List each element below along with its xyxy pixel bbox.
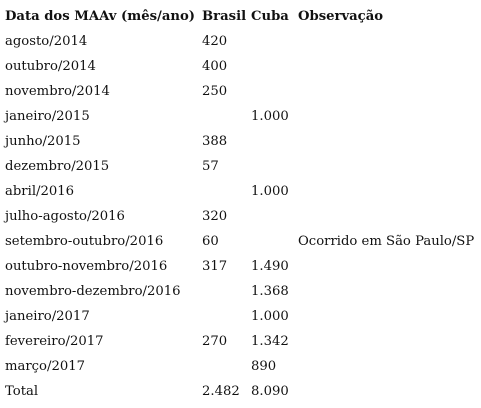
cell-observacao [298,154,481,179]
cell-brasil: 388 [202,134,228,149]
table-row: abril/2016 1.000 [5,179,481,204]
cell-observacao [298,79,481,104]
table-row: outubro-novembro/2016 317 1.490 [5,254,481,279]
table-row: novembro/2014 250 [5,79,481,104]
cell-cuba: 1.368 [251,284,289,299]
cell-date: novembro-dezembro/2016 [5,284,181,299]
cell-cuba [251,54,298,79]
cell-cuba: 890 [251,359,277,374]
table-row: dezembro/2015 57 [5,154,481,179]
cell-cuba: 1.000 [251,109,289,124]
cell-observacao [298,29,481,54]
cell-brasil: 320 [202,209,228,224]
cell-cuba [251,204,298,229]
cell-date: agosto/2014 [5,34,88,49]
total-observacao [298,379,481,404]
header-cuba: Cuba [251,9,289,24]
table-row: março/2017 890 [5,354,481,379]
cell-date: julho-agosto/2016 [5,209,125,224]
cell-date: outubro-novembro/2016 [5,259,168,274]
total-row: Total 2.482 8.090 [5,379,481,404]
cell-cuba [251,129,298,154]
cell-brasil [202,279,251,304]
cell-cuba [251,79,298,104]
cell-brasil: 420 [202,34,228,49]
table-row: janeiro/2017 1.000 [5,304,481,329]
cell-brasil [202,104,251,129]
header-row: Data dos MAAv (mês/ano) Brasil Cuba Obse… [5,5,481,29]
cell-cuba [251,154,298,179]
table-row: setembro-outubro/2016 60 Ocorrido em São… [5,229,481,254]
cell-brasil: 60 [202,234,219,249]
cell-date: março/2017 [5,359,86,374]
cell-observacao [298,254,481,279]
cell-brasil: 250 [202,84,228,99]
cell-observacao [298,104,481,129]
cell-cuba: 1.490 [251,259,289,274]
cell-brasil [202,354,251,379]
cell-date: janeiro/2015 [5,109,90,124]
table-row: outubro/2014 400 [5,54,481,79]
header-date: Data dos MAAv (mês/ano) [5,9,196,24]
cell-observacao [298,179,481,204]
cell-brasil: 57 [202,159,219,174]
table-row: agosto/2014 420 [5,29,481,54]
cell-brasil [202,179,251,204]
cell-cuba: 1.342 [251,334,289,349]
cell-brasil [202,304,251,329]
cell-date: janeiro/2017 [5,309,90,324]
cell-date: setembro-outubro/2016 [5,234,164,249]
total-brasil: 2.482 [202,384,240,399]
total-cuba: 8.090 [251,384,289,399]
cell-observacao [298,329,481,354]
cell-observacao [298,129,481,154]
cell-date: outubro/2014 [5,59,96,74]
cell-cuba: 1.000 [251,309,289,324]
cell-date: novembro/2014 [5,84,110,99]
cell-brasil: 400 [202,59,228,74]
cell-cuba [251,29,298,54]
table-row: junho/2015 388 [5,129,481,154]
cell-observacao [298,54,481,79]
cell-cuba [251,229,298,254]
cell-observacao [298,354,481,379]
cell-observacao [298,279,481,304]
cell-brasil: 317 [202,259,228,274]
table-row: janeiro/2015 1.000 [5,104,481,129]
cell-observacao [298,304,481,329]
header-observacao: Observação [298,9,384,24]
cell-brasil: 270 [202,334,228,349]
table-row: fevereiro/2017 270 1.342 [5,329,481,354]
header-brasil: Brasil [202,9,247,24]
total-label: Total [5,384,39,399]
table-row: julho-agosto/2016 320 [5,204,481,229]
cell-date: abril/2016 [5,184,75,199]
cell-date: junho/2015 [5,134,81,149]
cell-observacao: Ocorrido em São Paulo/SP [298,234,475,249]
cell-cuba: 1.000 [251,184,289,199]
cell-observacao [298,204,481,229]
maav-table: Data dos MAAv (mês/ano) Brasil Cuba Obse… [5,5,481,404]
table-row: novembro-dezembro/2016 1.368 [5,279,481,304]
cell-date: dezembro/2015 [5,159,110,174]
cell-date: fevereiro/2017 [5,334,104,349]
